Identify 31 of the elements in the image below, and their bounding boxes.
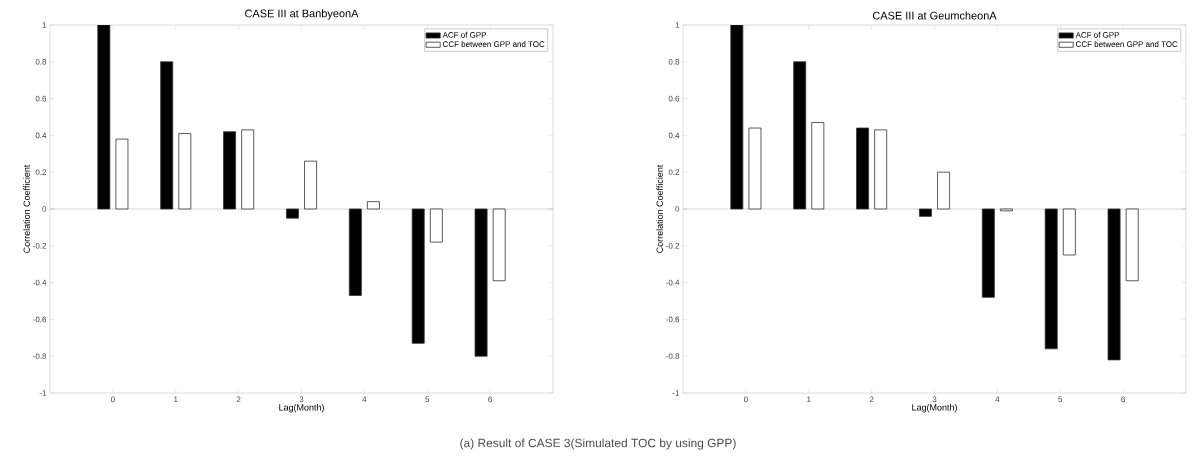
chart-title: CASE III at GeumcheonA bbox=[872, 11, 997, 20]
bar bbox=[1044, 208, 1058, 350]
bar bbox=[981, 208, 995, 298]
bar bbox=[241, 129, 255, 210]
bar bbox=[304, 160, 317, 210]
bar bbox=[97, 25, 111, 210]
bar bbox=[160, 61, 174, 210]
bar bbox=[178, 133, 192, 210]
x-axis-title: Lag(Month) bbox=[279, 404, 324, 413]
bar bbox=[115, 138, 129, 210]
bar bbox=[1062, 208, 1076, 256]
text: (a) Result of CASE 3(Simulated TOC by using GPP) bbox=[460, 438, 736, 450]
bar bbox=[1125, 208, 1139, 282]
chart-title: CASE III at BanbyeonA bbox=[245, 9, 359, 20]
bar bbox=[874, 129, 888, 210]
bar bbox=[748, 127, 762, 210]
bar bbox=[223, 131, 237, 210]
y-axis-title: Correlation Coefficient bbox=[656, 164, 663, 253]
y-axis-title: Correlation Coefficient bbox=[23, 164, 30, 253]
bar bbox=[492, 208, 506, 282]
bar bbox=[429, 208, 443, 243]
bar bbox=[811, 122, 825, 210]
bar bbox=[286, 208, 299, 219]
bar bbox=[730, 25, 744, 210]
bar bbox=[348, 208, 362, 296]
bar bbox=[793, 61, 807, 210]
bar bbox=[937, 171, 950, 210]
bar bbox=[474, 208, 488, 357]
bar bbox=[411, 208, 425, 344]
x-axis-title: Lag(Month) bbox=[912, 404, 957, 413]
bar bbox=[366, 201, 380, 210]
